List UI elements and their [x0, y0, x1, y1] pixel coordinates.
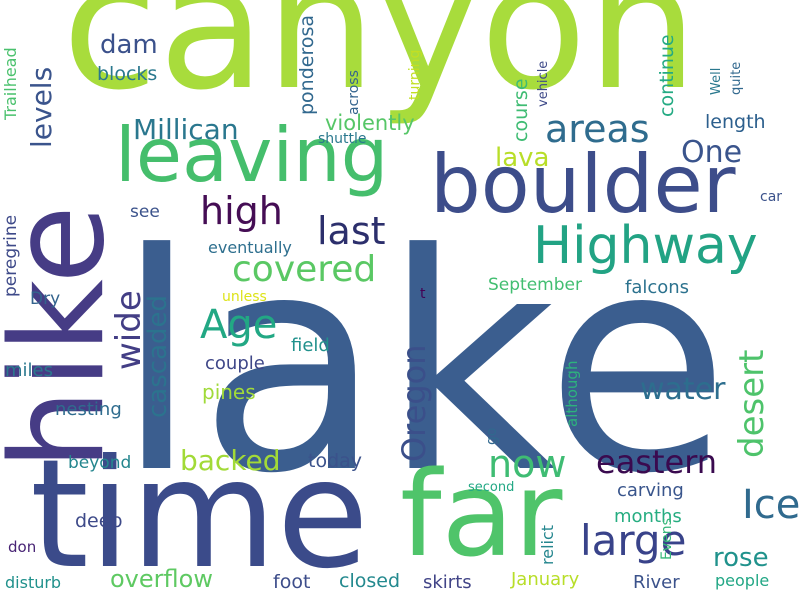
word-unless: unless — [222, 289, 267, 305]
word-couple: couple — [205, 353, 265, 374]
word-millican: Millican — [133, 113, 239, 146]
word-shuttle: shuttle — [318, 131, 367, 147]
word-t: t — [420, 286, 426, 302]
word-now: now — [488, 442, 567, 486]
word-pines: pines — [202, 380, 256, 404]
word-high: high — [200, 189, 283, 233]
word-closed: closed — [339, 570, 400, 592]
word-blocks: blocks — [97, 63, 158, 85]
word-dam: dam — [100, 30, 158, 60]
word-skirts: skirts — [423, 572, 472, 593]
word-large: large — [580, 516, 687, 565]
word-canyon: canyon — [62, 0, 698, 129]
word-length: length — [705, 111, 766, 133]
word-dry: Dry — [30, 289, 61, 309]
word-areas: areas — [545, 107, 650, 151]
word-relict: relict — [538, 524, 557, 565]
word-highway: Highway — [533, 216, 758, 276]
word-water: water — [640, 372, 726, 407]
word-quite: quite — [729, 61, 744, 95]
word-covered: covered — [232, 249, 377, 290]
word-course: course — [510, 78, 532, 142]
word-field: field — [291, 335, 330, 356]
word-violently: violently — [325, 111, 415, 135]
word-turning: turning — [407, 49, 423, 100]
word-months: months — [614, 506, 682, 527]
word-january: January — [511, 569, 580, 590]
word-desert: desert — [732, 349, 772, 458]
word-deep: deep — [75, 510, 123, 532]
word-car: car — [760, 189, 783, 205]
word-people: people — [715, 571, 770, 590]
word-river: River — [633, 572, 680, 593]
word-wide: wide — [109, 290, 149, 370]
word-ice: Ice — [742, 482, 800, 528]
word-see: see — [130, 202, 160, 222]
word-second: second — [468, 480, 515, 495]
word-falcons: falcons — [625, 277, 690, 298]
word-lava: lava — [495, 143, 550, 173]
word-foot: foot — [273, 571, 311, 593]
word-although: although — [563, 360, 581, 427]
word-levels: levels — [25, 66, 58, 148]
word-time: time — [30, 428, 369, 600]
word-september: September — [488, 275, 582, 295]
word-last: last — [317, 209, 386, 253]
word-today: today — [308, 450, 363, 472]
word-beyond: beyond — [68, 453, 132, 473]
word-go: go — [484, 427, 500, 445]
word-lake: lake — [115, 190, 730, 539]
word-leaving: leaving — [115, 111, 389, 199]
word-eventually: eventually — [208, 238, 292, 257]
word-nesting: nesting — [55, 399, 122, 420]
word-don: don — [8, 538, 37, 556]
word-ponderosa: ponderosa — [296, 14, 318, 115]
word-far: far — [400, 445, 563, 583]
word-continue: continue — [656, 34, 678, 117]
word-backed: backed — [180, 444, 281, 477]
word-vehicle: vehicle — [536, 60, 551, 107]
word-miles: miles — [5, 360, 53, 381]
word-disturb: disturb — [5, 573, 62, 592]
word-oregon: Oregon — [395, 344, 433, 463]
word-well: Well — [709, 67, 724, 95]
word-carving: carving — [617, 480, 684, 501]
word-evens: Evens — [659, 518, 675, 560]
word-across: across — [346, 70, 362, 115]
word-one: One — [681, 135, 743, 170]
word-rose: rose — [713, 543, 769, 573]
word-eastern: eastern — [596, 443, 718, 481]
word-cascaded: cascaded — [143, 294, 173, 418]
word-peregrine: peregrine — [1, 214, 21, 297]
word-trailhead: Trailhead — [1, 47, 20, 120]
word-age: Age — [200, 302, 278, 348]
word-boulder: boulder — [430, 138, 736, 231]
word-overflow: overflow — [110, 565, 213, 593]
